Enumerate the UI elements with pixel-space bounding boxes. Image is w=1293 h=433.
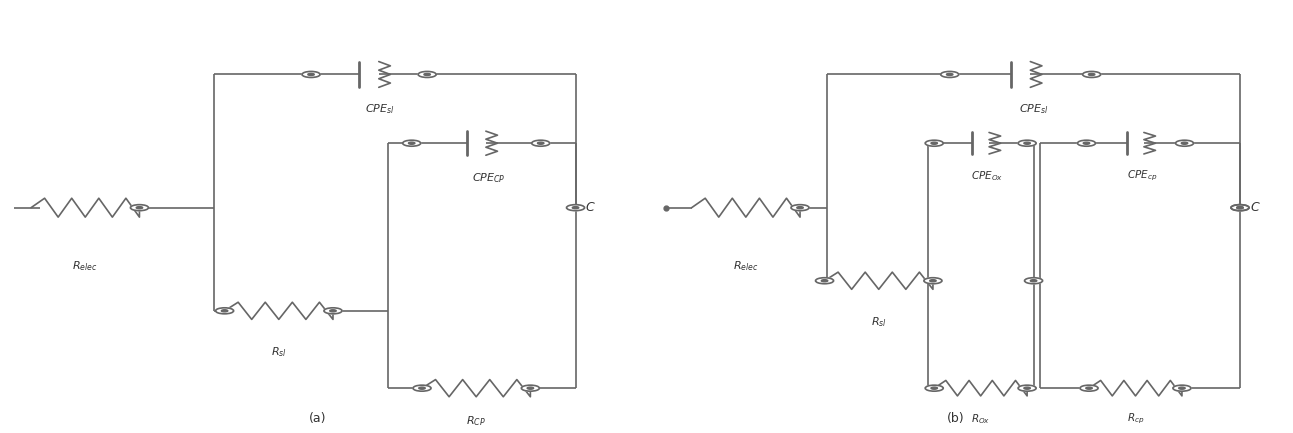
Text: $R_{elec}$: $R_{elec}$ (733, 259, 759, 273)
Circle shape (528, 387, 534, 389)
Circle shape (330, 310, 336, 312)
Text: (b): (b) (948, 412, 965, 425)
Circle shape (926, 385, 944, 391)
Text: $R_{CP}$: $R_{CP}$ (467, 414, 486, 428)
Circle shape (325, 308, 343, 314)
Circle shape (924, 278, 943, 284)
Circle shape (796, 207, 803, 209)
Circle shape (931, 142, 937, 144)
Circle shape (1082, 71, 1100, 78)
Circle shape (931, 387, 937, 389)
Circle shape (930, 280, 936, 282)
Circle shape (791, 205, 809, 211)
Circle shape (1024, 387, 1031, 389)
Circle shape (1182, 142, 1188, 144)
Circle shape (926, 140, 944, 146)
Circle shape (566, 205, 584, 211)
Circle shape (1031, 280, 1037, 282)
Circle shape (1024, 278, 1042, 284)
Circle shape (1237, 207, 1244, 209)
Circle shape (538, 142, 544, 144)
Circle shape (1024, 142, 1031, 144)
Circle shape (136, 207, 142, 209)
Circle shape (946, 73, 953, 75)
Circle shape (1018, 385, 1036, 391)
Circle shape (412, 385, 431, 391)
Text: $R_{sl}$: $R_{sl}$ (870, 315, 887, 329)
Circle shape (221, 310, 228, 312)
Circle shape (1080, 385, 1098, 391)
Circle shape (1179, 387, 1186, 389)
Circle shape (1077, 140, 1095, 146)
Text: C: C (586, 201, 595, 214)
Circle shape (418, 71, 436, 78)
Text: C: C (1250, 201, 1259, 214)
Circle shape (1089, 73, 1095, 75)
Text: $R_{elec}$: $R_{elec}$ (72, 259, 98, 273)
Text: (a): (a) (309, 412, 326, 425)
Circle shape (409, 142, 415, 144)
Text: $CPE_{cp}$: $CPE_{cp}$ (1126, 169, 1157, 184)
Circle shape (1086, 387, 1093, 389)
Circle shape (424, 73, 431, 75)
Circle shape (941, 71, 958, 78)
Circle shape (821, 280, 828, 282)
Circle shape (1018, 140, 1036, 146)
Text: $CPE_{sl}$: $CPE_{sl}$ (1019, 102, 1049, 116)
Circle shape (1173, 385, 1191, 391)
Text: $CPE_{CP}$: $CPE_{CP}$ (472, 171, 506, 185)
Circle shape (816, 278, 834, 284)
Text: $R_{cp}$: $R_{cp}$ (1126, 412, 1144, 426)
Circle shape (216, 308, 234, 314)
Circle shape (419, 387, 425, 389)
Circle shape (1175, 140, 1193, 146)
Circle shape (303, 71, 321, 78)
Circle shape (521, 385, 539, 391)
Circle shape (573, 207, 579, 209)
Text: $CPE_{Ox}$: $CPE_{Ox}$ (971, 169, 1003, 183)
Circle shape (1231, 205, 1249, 211)
Circle shape (531, 140, 550, 146)
Circle shape (1084, 142, 1090, 144)
Circle shape (131, 205, 149, 211)
Circle shape (1237, 207, 1244, 209)
Text: $R_{Ox}$: $R_{Ox}$ (971, 412, 990, 426)
Text: $CPE_{sl}$: $CPE_{sl}$ (365, 102, 394, 116)
Circle shape (308, 73, 314, 75)
Circle shape (1231, 205, 1249, 211)
Circle shape (402, 140, 420, 146)
Text: $R_{sl}$: $R_{sl}$ (270, 345, 287, 359)
